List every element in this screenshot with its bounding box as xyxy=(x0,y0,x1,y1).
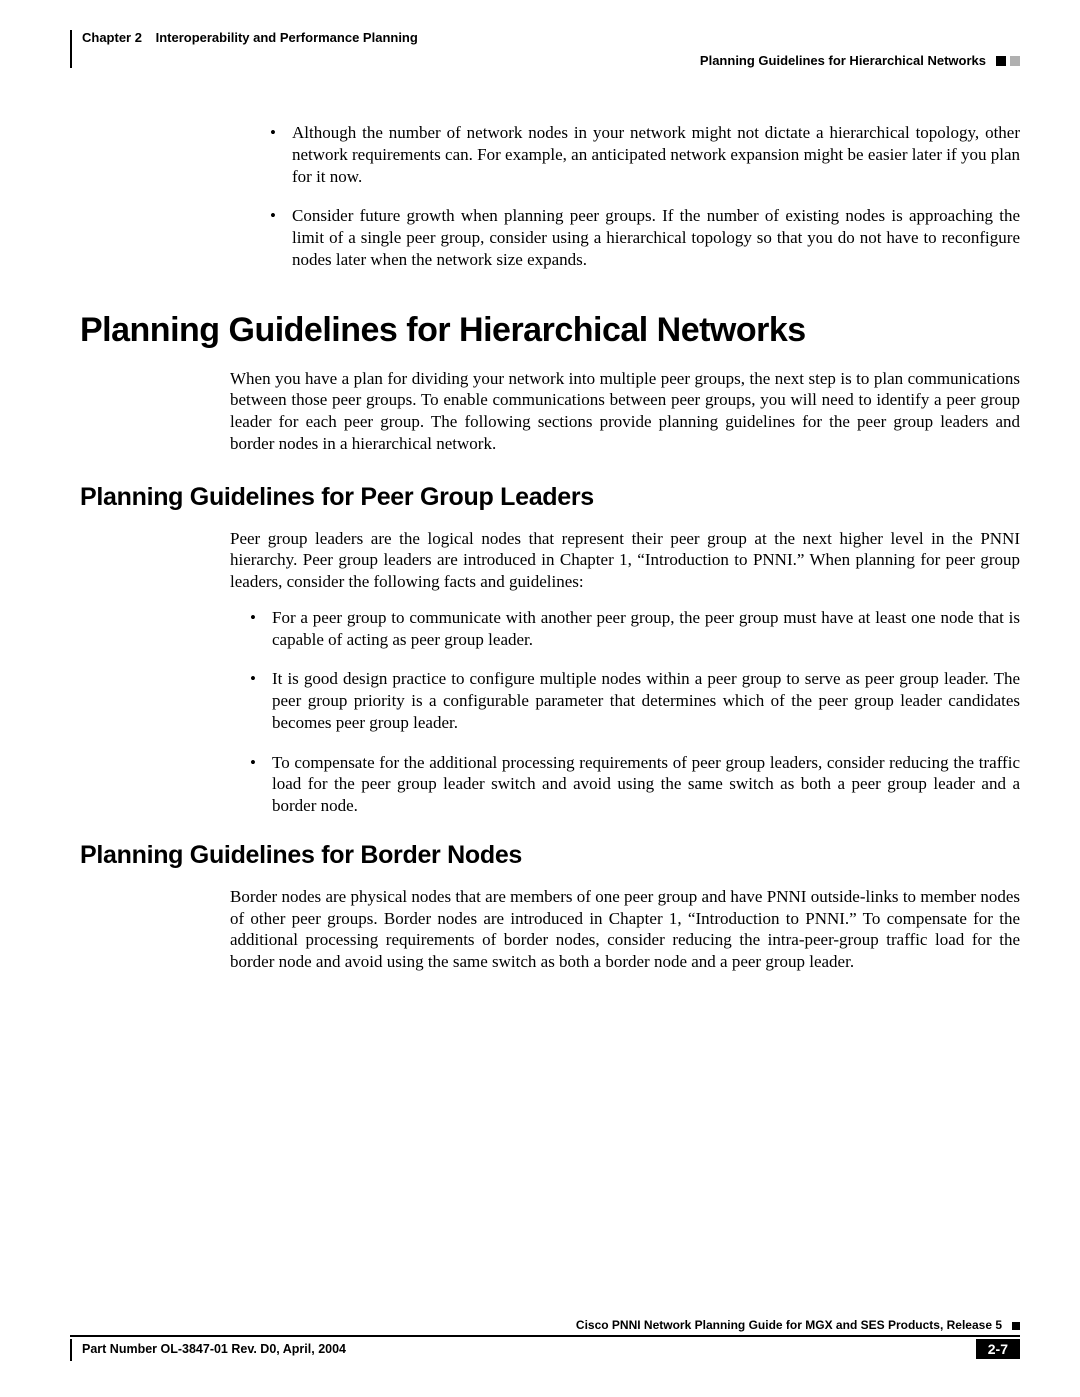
intro-bullet-list: Although the number of network nodes in … xyxy=(70,122,1020,271)
section-intro-bn: Border nodes are physical nodes that are… xyxy=(70,886,1020,973)
list-item: Although the number of network nodes in … xyxy=(270,122,1020,187)
pgl-bullet-list: For a peer group to communicate with ano… xyxy=(70,607,1020,817)
header-section-title: Planning Guidelines for Hierarchical Net… xyxy=(700,53,1020,68)
main-intro-paragraph: When you have a plan for dividing your n… xyxy=(70,368,1020,455)
main-heading: Planning Guidelines for Hierarchical Net… xyxy=(70,311,1020,350)
footer-square-icon xyxy=(1012,1322,1020,1330)
section-intro-pgl: Peer group leaders are the logical nodes… xyxy=(70,528,1020,593)
page-footer: Cisco PNNI Network Planning Guide for MG… xyxy=(70,1318,1020,1361)
list-item: Consider future growth when planning pee… xyxy=(270,205,1020,270)
header-chapter-line: Chapter 2 Interoperability and Performan… xyxy=(82,30,1020,45)
chapter-label: Chapter 2 xyxy=(82,30,142,45)
list-item: To compensate for the additional process… xyxy=(250,752,1020,817)
page-number-badge: 2-7 xyxy=(976,1339,1020,1359)
section-heading-pgl: Planning Guidelines for Peer Group Leade… xyxy=(70,483,1020,512)
list-item: It is good design practice to configure … xyxy=(250,668,1020,733)
chapter-title: Interoperability and Performance Plannin… xyxy=(156,30,418,45)
page-header: Chapter 2 Interoperability and Performan… xyxy=(70,30,1020,68)
section-heading-bn: Planning Guidelines for Border Nodes xyxy=(70,841,1020,870)
page-body: Although the number of network nodes in … xyxy=(70,122,1020,973)
footer-bottom-row: Part Number OL-3847-01 Rev. D0, April, 2… xyxy=(70,1339,1020,1361)
footer-book-title: Cisco PNNI Network Planning Guide for MG… xyxy=(70,1318,1020,1337)
document-page: Chapter 2 Interoperability and Performan… xyxy=(0,0,1080,1397)
part-number: Part Number OL-3847-01 Rev. D0, April, 2… xyxy=(82,1339,1020,1356)
book-title-text: Cisco PNNI Network Planning Guide for MG… xyxy=(576,1318,1002,1332)
header-decoration-icon xyxy=(996,56,1020,66)
list-item: For a peer group to communicate with ano… xyxy=(250,607,1020,651)
